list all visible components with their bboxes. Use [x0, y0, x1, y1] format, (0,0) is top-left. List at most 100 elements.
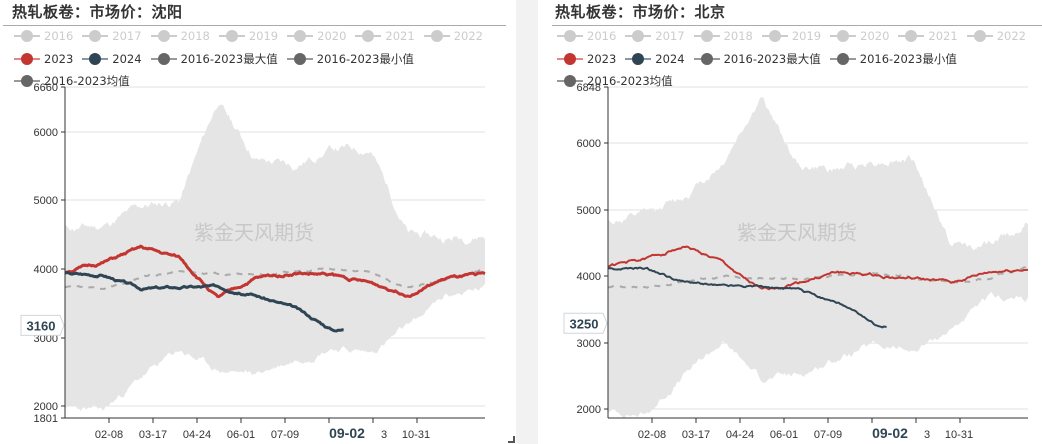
legend-row-1: 2016 2017 2018 2019 2020 2021 2022 — [14, 29, 492, 43]
legend-item-2024[interactable]: 2024 — [82, 51, 142, 67]
x-tick-label: 10-31 — [402, 429, 430, 441]
x-tick-label: 3 — [924, 429, 930, 441]
x-axis-pointer-label: 09-02 — [329, 425, 365, 441]
legend-marker-icon — [557, 30, 583, 42]
x-tick-label: 02-08 — [95, 429, 123, 441]
legend-marker-icon — [829, 53, 856, 65]
legend-label: 2016-2023最大值 — [180, 52, 278, 66]
y-tick-label: 2000 — [577, 404, 601, 416]
legend-marker-icon — [761, 30, 788, 42]
legend-label: 2016-2023均值 — [587, 74, 673, 88]
resize-handle-icon[interactable] — [508, 436, 515, 443]
legend-item-2019[interactable]: 2019 — [761, 29, 822, 43]
x-tick-label: 02-08 — [638, 429, 666, 441]
legend-marker-icon — [625, 30, 652, 42]
y-axis-pointer-label: 3250 — [570, 316, 599, 331]
legend-item-2020[interactable]: 2020 — [830, 29, 889, 43]
legend-item-2016[interactable]: 2016 — [557, 29, 616, 43]
legend-marker-icon — [14, 75, 40, 87]
chart-panel-beijing: 热轧板卷：市场价：北京 2016 2017 2018 2019 2020 2021 2022… — [538, 0, 1042, 444]
legend-label: 2019 — [248, 29, 279, 43]
legend-label: 2022 — [996, 29, 1026, 43]
legend-item-2023[interactable]: 2023 — [14, 51, 73, 67]
legend-item-2016-2023最小值[interactable]: 2016-2023最小值 — [286, 51, 414, 67]
legend-label: 2017 — [112, 29, 142, 43]
legend-item-2016-2023均值[interactable]: 2016-2023均值 — [557, 73, 673, 89]
legend-item-2016-2023均值[interactable]: 2016-2023均值 — [14, 73, 130, 89]
series-2024-line — [64, 270, 344, 333]
panel-divider — [516, 0, 538, 444]
legend-item-2018[interactable]: 2018 — [693, 29, 753, 43]
x-tick-label: 03-17 — [682, 429, 710, 441]
legend-label: 2016-2023最小值 — [316, 52, 414, 66]
chart-title: 热轧板卷：市场价：北京 — [555, 3, 726, 21]
legend-label: 2019 — [791, 29, 822, 43]
legend-label: 2016 — [587, 29, 617, 43]
legend-item-2017[interactable]: 2017 — [625, 29, 685, 43]
title-divider — [552, 25, 1042, 26]
y-tick-label: 4000 — [577, 271, 601, 283]
y-tick-label: 5000 — [577, 205, 601, 217]
x-tick-label: 04-24 — [183, 429, 211, 441]
legend-marker-icon — [625, 53, 652, 65]
legend-item-2017[interactable]: 2017 — [82, 29, 142, 43]
legend-item-2023[interactable]: 2023 — [557, 51, 616, 67]
min-max-range-band — [608, 97, 1028, 418]
legend-label: 2018 — [723, 29, 753, 43]
legend-item-2022[interactable]: 2022 — [423, 29, 483, 43]
legend-label: 2021 — [385, 29, 415, 43]
series-mean-line — [607, 264, 1029, 290]
series-mean-line — [65, 266, 486, 291]
x-tick-label: 07-09 — [271, 429, 299, 441]
series-2023-line — [64, 244, 486, 299]
y-axis-pointer-box — [563, 312, 608, 334]
y-axis-pointer-label: 3160 — [27, 318, 56, 333]
legend-label: 2021 — [928, 29, 958, 43]
legend-row-3: 2016-2023均值 — [557, 73, 682, 89]
x-tick-label: 06-01 — [770, 429, 798, 441]
legend-item-2016[interactable]: 2016 — [14, 29, 73, 43]
legend-label: 2023 — [587, 52, 617, 66]
x-tick-label: 3 — [381, 429, 387, 441]
legend-marker-icon — [82, 30, 109, 42]
chart-title: 热轧板卷：市场价：沈阳 — [12, 3, 183, 21]
legend-item-2016-2023最大值[interactable]: 2016-2023最大值 — [693, 51, 821, 67]
y-tick-label: 4000 — [34, 264, 58, 276]
legend-marker-icon — [82, 53, 109, 65]
legend-label: 2024 — [655, 52, 685, 66]
y-tick-label: 2000 — [34, 401, 58, 413]
legend-marker-icon — [693, 53, 720, 65]
legend-row-2: 2023 2024 2016-2023最大值 2016-2023最小值 — [14, 51, 423, 67]
legend-label: 2018 — [180, 29, 210, 43]
min-max-range-band — [65, 104, 485, 411]
legend-item-2021[interactable]: 2021 — [355, 29, 415, 43]
x-tick-label: 10-31 — [945, 429, 973, 441]
title-divider — [3, 25, 506, 26]
legend-marker-icon — [287, 30, 314, 42]
legend-marker-icon — [557, 75, 583, 87]
series-2023-line — [607, 245, 1028, 291]
legend-label: 2017 — [655, 29, 685, 43]
legend-item-2024[interactable]: 2024 — [625, 51, 685, 67]
series-2024-line — [608, 266, 887, 329]
legend-item-2016-2023最小值[interactable]: 2016-2023最小值 — [829, 51, 957, 67]
x-tick-label: 06-01 — [227, 429, 255, 441]
legend-marker-icon — [557, 53, 583, 65]
y-tick-label: 3000 — [577, 338, 601, 350]
legend-item-2016-2023最大值[interactable]: 2016-2023最大值 — [150, 51, 278, 67]
legend-marker-icon — [218, 30, 245, 42]
legend-item-2022[interactable]: 2022 — [966, 29, 1026, 43]
legend-item-2018[interactable]: 2018 — [150, 29, 210, 43]
legend-item-2020[interactable]: 2020 — [287, 29, 346, 43]
legend-label: 2024 — [112, 52, 142, 66]
legend-label: 2016-2023最小值 — [859, 52, 957, 66]
legend-marker-icon — [966, 30, 993, 42]
legend-marker-icon — [355, 30, 382, 42]
y-tick-label: 6000 — [34, 127, 58, 139]
legend-item-2019[interactable]: 2019 — [218, 29, 279, 43]
legend-label: 2016-2023均值 — [44, 74, 130, 88]
x-axis-pointer-label: 09-02 — [872, 425, 908, 441]
legend-item-2021[interactable]: 2021 — [898, 29, 958, 43]
legend-label: 2020 — [860, 29, 890, 43]
legend-label: 2022 — [453, 29, 483, 43]
